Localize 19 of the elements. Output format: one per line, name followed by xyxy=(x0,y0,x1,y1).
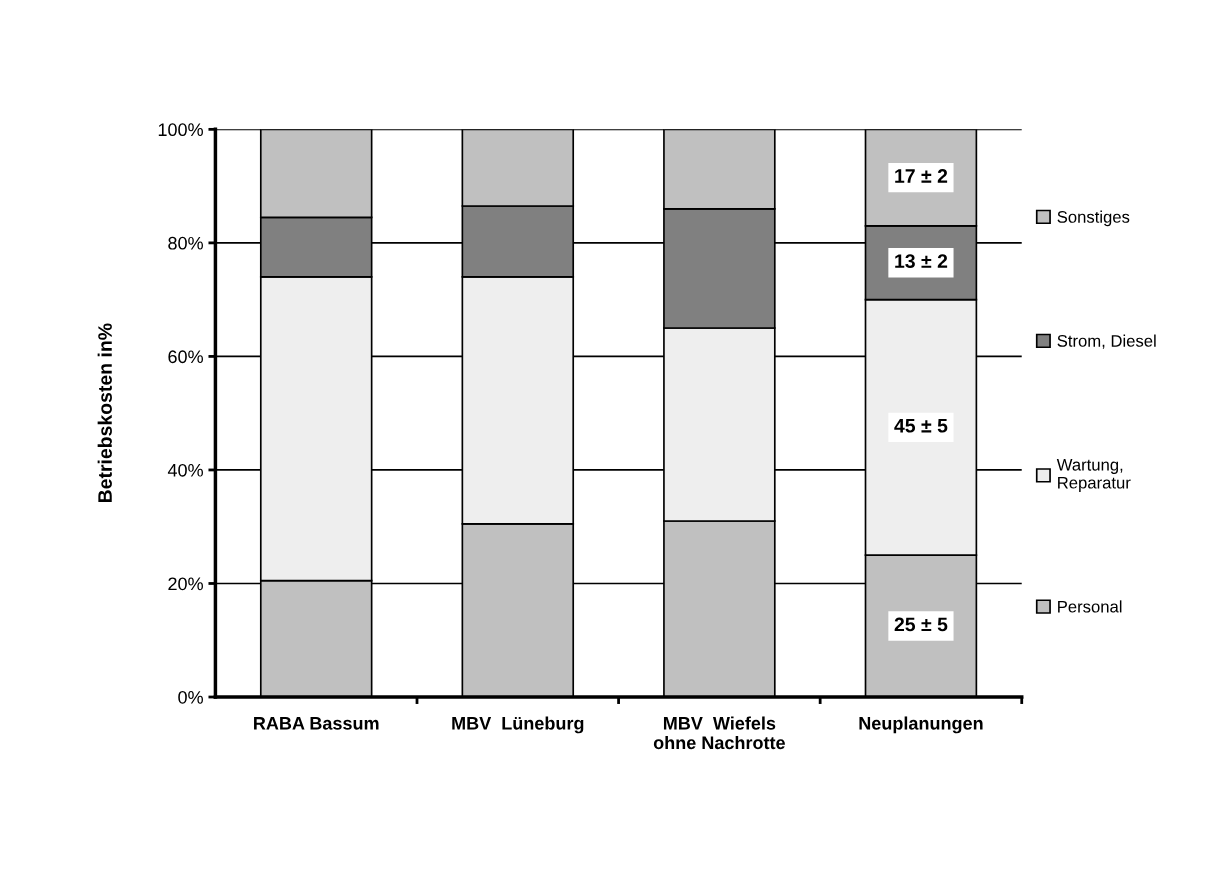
data-label: 25 ± 5 xyxy=(894,617,948,632)
data-label: 17 ± 2 xyxy=(895,169,948,183)
y-tick-label: 60% xyxy=(168,350,203,364)
y-tick-label: 100% xyxy=(158,123,203,137)
y-tick-label: 40% xyxy=(167,463,203,477)
data-label: 45 ± 5 xyxy=(894,419,948,433)
data-label: 13 ± 2 xyxy=(895,254,948,268)
x-tick-label: MBV Wiefels ohne Nachrotte xyxy=(653,716,785,750)
legend-label: Wartung, Reparatur xyxy=(1056,459,1131,492)
legend-label: Personal xyxy=(1058,600,1122,613)
x-tick-label: Neuplanungen xyxy=(859,716,983,734)
y-tick-label: 80% xyxy=(168,236,203,250)
y-tick-label: 20% xyxy=(168,577,203,591)
y-axis-title: Betriebskosten in% xyxy=(97,323,112,503)
legend-label: Strom, Diesel xyxy=(1057,334,1156,349)
x-tick-label: RABA Bassum xyxy=(254,717,379,730)
y-tick-label: 0% xyxy=(178,690,203,704)
legend-label: Sonstiges xyxy=(1057,210,1130,227)
x-tick-label: MBV Lüneburg xyxy=(452,716,584,734)
